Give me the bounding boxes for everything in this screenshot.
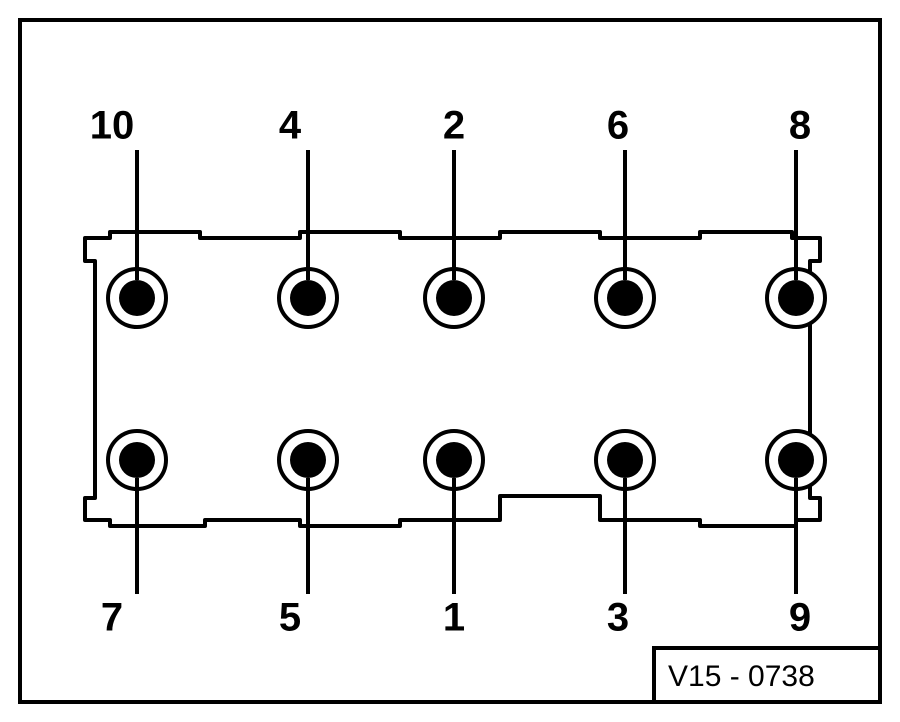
reference-text: V15 - 0738 xyxy=(668,660,815,694)
label-top-5: 8 xyxy=(789,104,811,149)
label-top-2: 4 xyxy=(279,104,301,149)
label-top-3: 2 xyxy=(443,104,465,149)
diagram-stage: 10 4 2 6 8 7 5 1 3 9 V15 - 0738 xyxy=(0,0,900,722)
label-bottom-4: 3 xyxy=(607,596,629,641)
label-top-4: 6 xyxy=(607,104,629,149)
label-bottom-3: 1 xyxy=(443,596,465,641)
label-bottom-1: 7 xyxy=(101,596,123,641)
label-top-1: 10 xyxy=(90,104,135,149)
label-bottom-5: 9 xyxy=(789,596,811,641)
label-bottom-2: 5 xyxy=(279,596,301,641)
